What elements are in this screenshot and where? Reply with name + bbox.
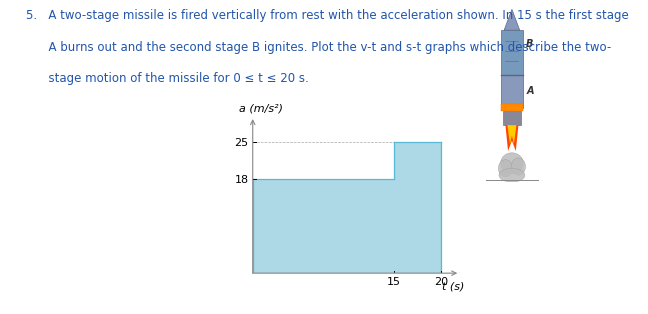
Text: 5.   A two-stage missile is fired vertically from rest with the acceleration sho: 5. A two-stage missile is fired vertical… xyxy=(26,9,629,22)
Bar xyxy=(503,111,521,125)
Text: t (s): t (s) xyxy=(443,281,465,291)
Polygon shape xyxy=(505,125,518,151)
Text: A: A xyxy=(526,86,534,95)
Bar xyxy=(501,30,523,75)
Text: a (m/s²): a (m/s²) xyxy=(238,104,283,114)
Ellipse shape xyxy=(500,153,524,173)
Polygon shape xyxy=(507,125,516,144)
Text: A burns out and the second stage B ignites. Plot the v-t and s-t graphs which de: A burns out and the second stage B ignit… xyxy=(26,41,611,54)
Ellipse shape xyxy=(498,160,513,177)
Bar xyxy=(394,142,441,273)
Bar xyxy=(501,75,523,108)
Bar xyxy=(253,179,394,273)
Bar xyxy=(501,104,523,111)
Ellipse shape xyxy=(499,168,525,182)
Text: B: B xyxy=(526,39,533,49)
Text: stage motion of the missile for 0 ≤ t ≤ 20 s.: stage motion of the missile for 0 ≤ t ≤ … xyxy=(26,72,308,85)
Ellipse shape xyxy=(511,158,526,175)
Polygon shape xyxy=(504,9,520,30)
